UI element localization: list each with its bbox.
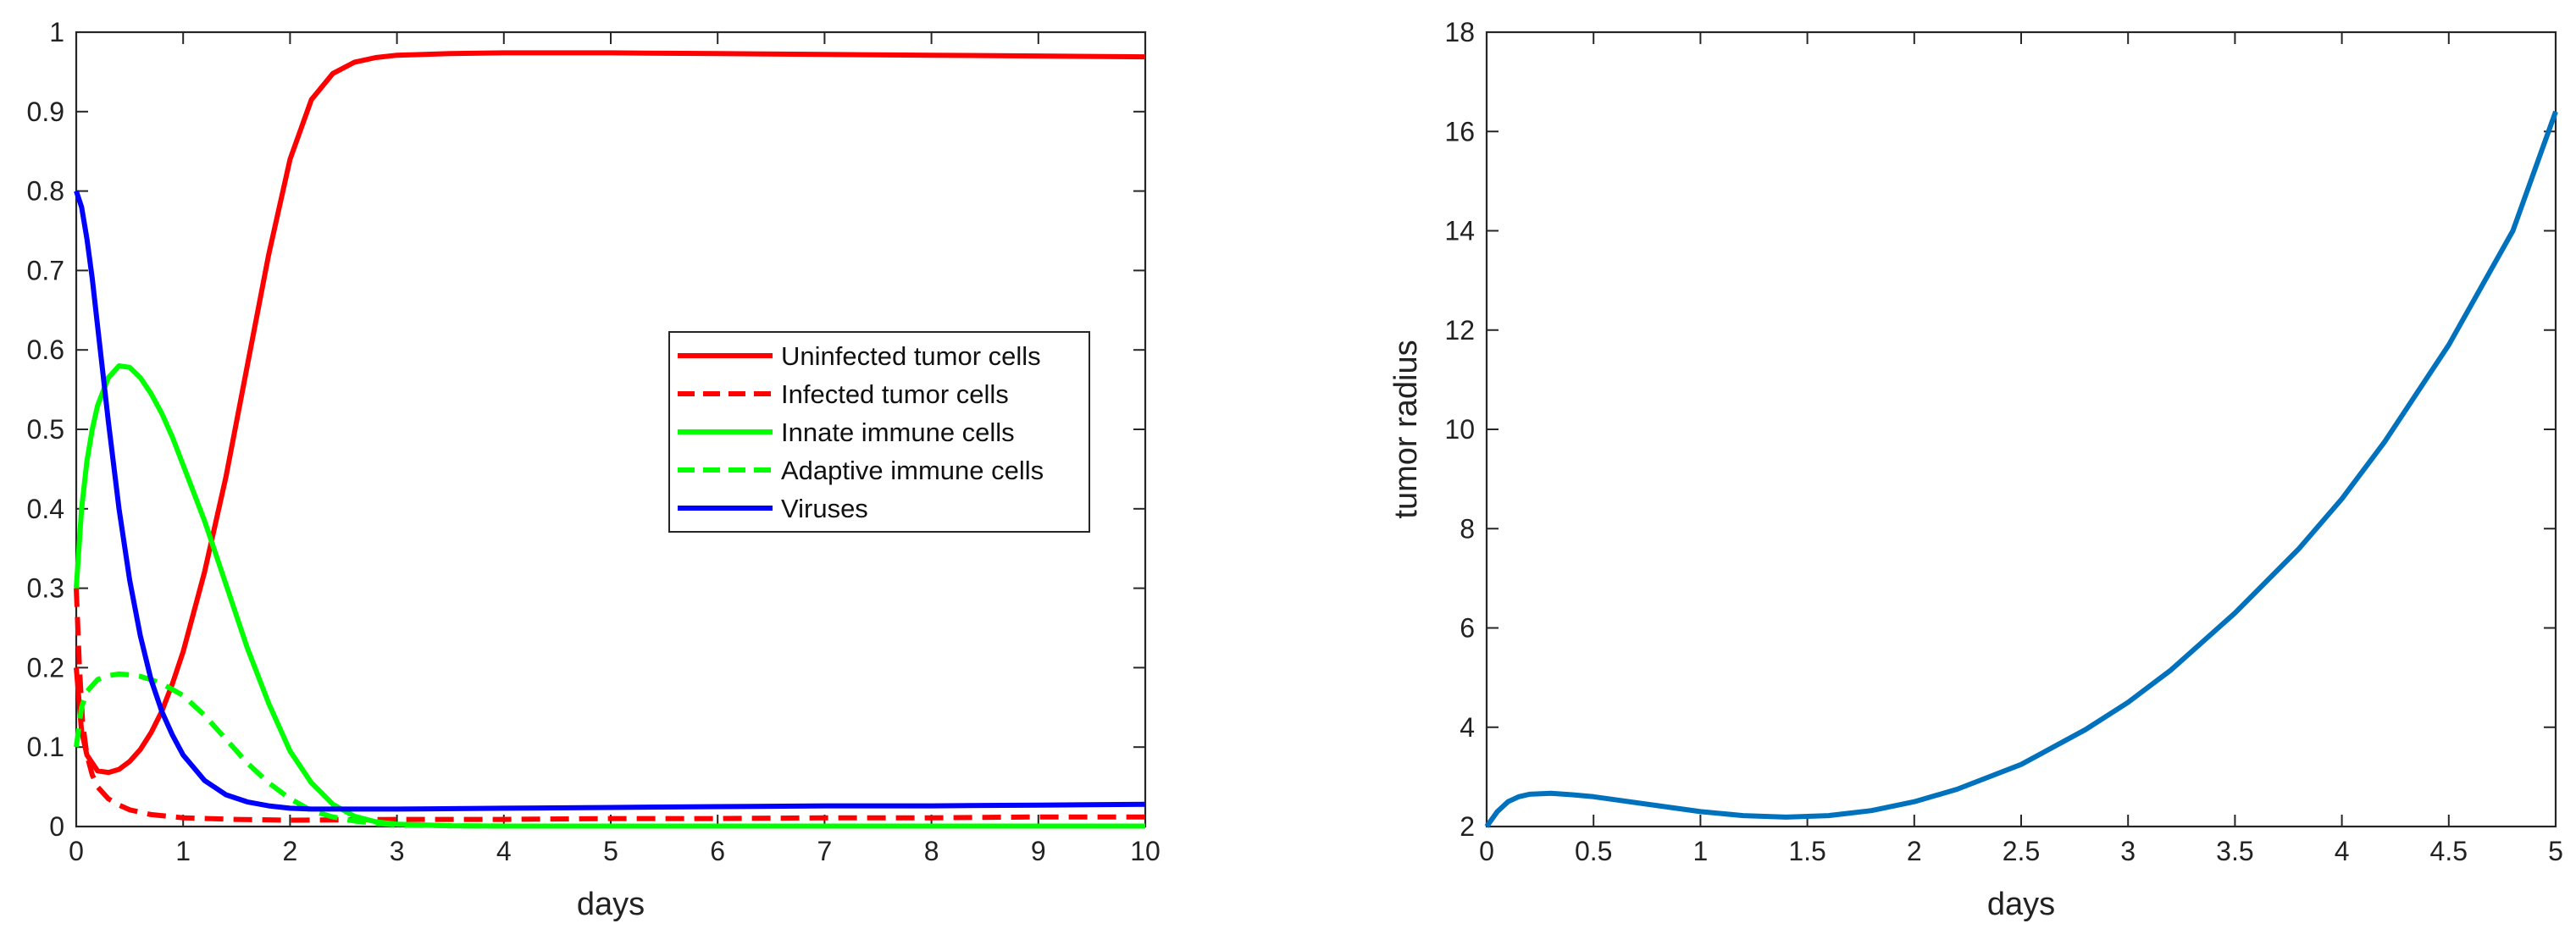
left-x-tick-label: 9 [1031,836,1046,866]
right-x-tick-label: 0 [1479,836,1494,866]
left-chart-panel: 0 1 2 3 4 5 6 7 8 9 10 0 0.1 0.2 0.3 0.4 0.5 0.6 0.7 0.8 0.9… [27,17,1161,922]
left-y-tick-label: 0.5 [27,414,64,445]
left-x-tick-label: 1 [175,836,191,866]
series-line-tumor-radius [1484,110,2558,828]
left-y-tick-label: 0.6 [27,335,64,365]
legend-label: Uninfected tumor cells [781,341,1041,371]
right-x-tick-label: 3 [2120,836,2136,866]
series-line-innate-immune-cells [74,363,1145,829]
right-y-tick-label: 14 [1444,216,1475,246]
right-axes-box [1485,30,2557,828]
right-y-tick-label: 10 [1444,414,1475,445]
left-series-lines [74,50,1146,829]
right-series-lines [1484,110,2558,828]
left-y-tick-label: 0.9 [27,97,64,127]
left-y-tick-label: 0 [49,811,64,842]
right-y-tick-label: 16 [1444,116,1475,147]
legend: Uninfected tumor cells Infected tumor cel… [668,331,1090,533]
left-y-tick-label: 0.1 [27,732,64,762]
right-x-axis-label: days [1987,887,2055,922]
left-y-tick-label: 0.3 [27,573,64,604]
right-x-tick-label: 3.5 [2216,836,2253,866]
right-y-tick-label: 18 [1444,17,1475,47]
left-x-tick-label: 2 [283,836,298,866]
left-x-tick-label: 5 [603,836,618,866]
right-x-tick-label: 1 [1693,836,1709,866]
series-line-uninfected-tumor-cells [74,50,1146,776]
series-line-infected-tumor-cells [74,588,1145,823]
left-x-tick-label: 4 [496,836,512,866]
left-x-axis-label: days [577,887,645,922]
right-x-tick-label: 2 [1907,836,1922,866]
left-y-tick-label: 1 [49,17,64,47]
left-x-tick-label: 6 [710,836,725,866]
right-y-axis-label: tumor radius [1388,340,1424,518]
right-x-tick-label: 2.5 [2003,836,2040,866]
right-chart-panel: 0 0.5 1 1.5 2 2.5 3 3.5 4 4.5 5 2 4 6 8 10 12 14 16 18 days… [1388,17,2563,922]
left-x-tick-label: 7 [817,836,833,866]
right-y-tick-label: 12 [1444,315,1475,346]
left-x-tick-label: 8 [924,836,939,866]
left-y-tick-label: 0.4 [27,494,64,524]
left-y-tick-label: 0.8 [27,176,64,207]
legend-label: Infected tumor cells [781,379,1009,409]
left-y-tick-label: 0.2 [27,652,64,683]
series-line-viruses [74,190,1146,812]
series-line-adaptive-immune-cells [74,671,1145,829]
legend-label: Innate immune cells [781,417,1015,447]
right-axis-ticks: 0 0.5 1 1.5 2 2.5 3 3.5 4 4.5 5 2 4 6 8 10 12 14 16 18 [1444,17,2562,866]
right-y-tick-label: 2 [1460,811,1475,842]
right-x-tick-label: 5 [2548,836,2563,866]
right-x-tick-label: 4.5 [2430,836,2468,866]
legend-items: Uninfected tumor cells Infected tumor cel… [678,341,1044,523]
right-x-tick-label: 4 [2335,836,2350,866]
right-y-tick-label: 8 [1460,513,1475,544]
left-x-tick-label: 10 [1130,836,1161,866]
right-x-tick-label: 0.5 [1575,836,1612,866]
right-y-tick-label: 6 [1460,613,1475,644]
left-x-tick-label: 0 [69,836,84,866]
right-y-tick-label: 4 [1460,712,1475,743]
left-x-tick-label: 3 [390,836,405,866]
right-x-tick-label: 1.5 [1788,836,1825,866]
legend-label: Viruses [781,494,868,523]
left-y-tick-label: 0.7 [27,255,64,285]
legend-label: Adaptive immune cells [781,456,1044,485]
